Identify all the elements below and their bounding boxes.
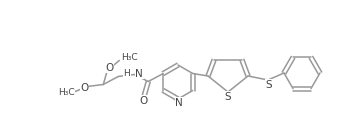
Text: O: O	[80, 82, 88, 93]
Text: H₃C: H₃C	[121, 53, 137, 62]
Text: N: N	[135, 68, 143, 79]
Text: H: H	[123, 69, 130, 78]
Text: O: O	[105, 62, 114, 73]
Text: S: S	[225, 92, 231, 102]
Text: H₃C: H₃C	[58, 88, 75, 97]
Text: S: S	[266, 80, 272, 90]
Text: N: N	[175, 98, 183, 108]
Text: O: O	[139, 95, 147, 106]
